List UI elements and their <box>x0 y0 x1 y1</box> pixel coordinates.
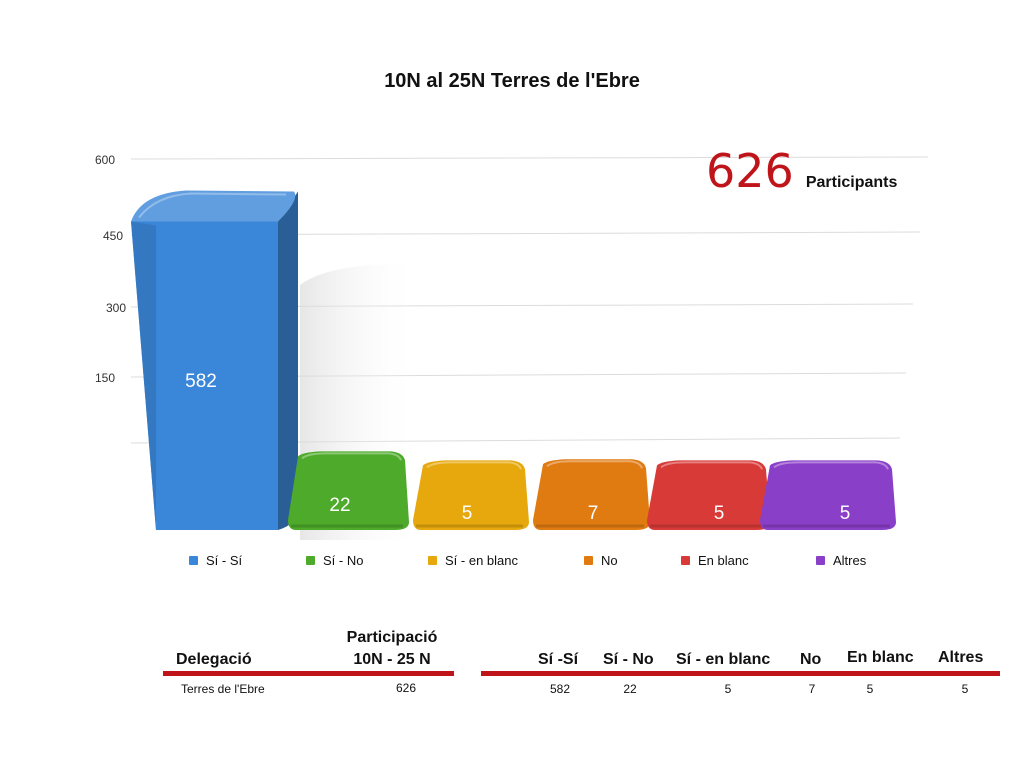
table-header-altres: Altres <box>938 649 984 666</box>
legend-swatch <box>306 556 315 565</box>
table-cell-si-si: 582 <box>549 682 571 696</box>
table-header-si-si: Sí -Sí <box>538 651 579 668</box>
gridline <box>130 156 929 160</box>
bar-value-label: 5 <box>462 503 473 524</box>
bar-front <box>131 221 278 531</box>
bar-5: 5 <box>760 460 896 530</box>
y-tick-label: 450 <box>103 229 123 243</box>
legend-swatch <box>681 556 690 565</box>
legend-swatch <box>189 556 198 565</box>
legend-label: Altres <box>833 553 867 568</box>
bar-value-label: 5 <box>840 503 851 524</box>
legend-item: Sí - Sí <box>189 553 242 568</box>
chart-title: 10N al 25N Terres de l'Ebre <box>384 70 640 92</box>
bar-value-label: 5 <box>714 503 725 524</box>
table-cell-si-blanc: 5 <box>724 682 732 696</box>
bar-body <box>288 451 409 530</box>
legend-item: No <box>584 553 618 568</box>
bar-body <box>647 460 770 530</box>
legend-label: Sí - Sí <box>206 553 243 568</box>
legend-label: No <box>601 553 618 568</box>
table-cell-participacio: 626 <box>395 681 417 695</box>
legend-item: Sí - en blanc <box>428 553 518 568</box>
bar-chart: 150 300 450 600 582 22 5 7 5 5 <box>95 153 929 540</box>
table-header-si-blanc: Sí - en blanc <box>676 651 771 668</box>
legend-label: En blanc <box>698 553 749 568</box>
table-cell-blanc: 5 <box>866 682 874 696</box>
table-cell-no: 7 <box>808 682 816 696</box>
bar-1: 22 <box>288 451 409 530</box>
bar-3: 7 <box>533 459 650 530</box>
legend-item: En blanc <box>681 553 749 568</box>
table-cell-delegacio: Terres de l'Ebre <box>181 682 265 696</box>
table-rule-left <box>163 671 454 676</box>
legend-swatch <box>428 556 437 565</box>
table-cell-altres: 5 <box>961 682 969 696</box>
bar-4: 5 <box>647 460 770 530</box>
bar-value-label: 7 <box>588 503 599 524</box>
legend-label: Sí - en blanc <box>445 553 518 568</box>
table-header-no: No <box>800 651 822 668</box>
table-header-participacio: Participació <box>346 629 438 646</box>
legend-swatch <box>584 556 593 565</box>
bar-top <box>131 190 296 222</box>
table-header-blanc: En blanc <box>847 649 914 666</box>
participants-label: Participants <box>805 174 898 191</box>
legend-label: Sí - No <box>323 553 364 568</box>
participants-count: 626 <box>706 144 794 198</box>
legend: Sí - Sí Sí - No Sí - en blanc No En blanc Alt… <box>0 553 1024 573</box>
table-header-participacio-dates: 10N - 25 N <box>353 651 431 668</box>
legend-swatch <box>816 556 825 565</box>
bar-0: 582 <box>131 190 298 531</box>
bar-body <box>760 460 896 530</box>
legend-item: Altres <box>816 553 866 568</box>
y-tick-label: 600 <box>95 153 115 167</box>
y-tick-label: 150 <box>95 371 115 385</box>
participants-highlight: 626 Participants <box>706 144 897 198</box>
bar-value-label: 582 <box>185 371 217 392</box>
table-cell-si-no: 22 <box>623 682 637 696</box>
bar-side <box>278 191 298 531</box>
bar-body <box>533 459 650 530</box>
table-header-si-no: Sí - No <box>603 651 654 668</box>
table-header-delegacio: Delegació <box>176 651 252 668</box>
table-rule-right <box>481 671 1000 676</box>
bar-value-label: 22 <box>329 495 350 516</box>
y-tick-label: 300 <box>106 301 126 315</box>
bar-2: 5 <box>413 460 529 530</box>
bar-body <box>413 460 529 530</box>
legend-item: Sí - No <box>306 553 363 568</box>
